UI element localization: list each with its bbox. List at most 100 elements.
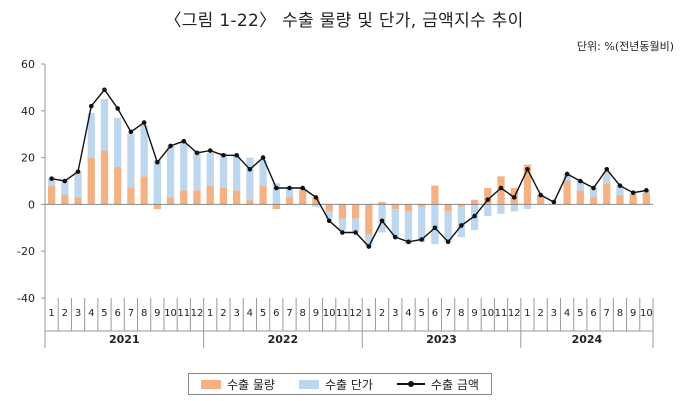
x-tick-label: 5 <box>419 308 425 319</box>
bar-price <box>285 188 294 198</box>
point-value <box>168 143 173 149</box>
x-tick-label: 6 <box>432 308 438 319</box>
point-value <box>630 190 636 195</box>
bar-volume <box>299 190 307 205</box>
bar-volume <box>418 204 426 207</box>
bar-volume <box>444 204 452 212</box>
point-value <box>75 169 81 174</box>
bar-volume <box>193 190 201 205</box>
bar-volume <box>365 204 373 235</box>
bar-volume <box>523 164 532 205</box>
x-tick-label: 8 <box>300 308 306 319</box>
legend-swatch-volume <box>201 379 221 389</box>
point-value <box>432 225 438 231</box>
point-value <box>326 218 332 224</box>
bar-price <box>219 152 228 189</box>
bar-price <box>378 204 386 233</box>
point-value <box>181 138 187 144</box>
bar-volume <box>153 204 161 210</box>
bar-price <box>259 159 267 186</box>
point-value <box>578 178 583 184</box>
point-value <box>498 185 504 191</box>
bar-volume <box>616 195 624 205</box>
x-tick-label: 6 <box>590 308 596 319</box>
x-tick-label: 5 <box>260 308 266 319</box>
point-value <box>234 152 239 158</box>
bar-price <box>484 204 492 217</box>
legend-label-value: 수출 금액 <box>431 377 479 392</box>
x-tick-label: 10 <box>323 308 336 319</box>
bar-price <box>47 178 56 186</box>
chart-title: 〈그림 1-22〉 수출 물량 및 단가, 금액지수 추이 <box>164 11 524 31</box>
year-label: 2024 <box>572 333 603 346</box>
x-tick-label: 8 <box>617 308 623 319</box>
point-value <box>128 129 134 135</box>
unit-label: 단위: %(전년동월비) <box>576 40 674 53</box>
legend-item-price: 수출 단가 <box>299 376 373 393</box>
bar-price <box>246 157 254 200</box>
x-tick-label: 1 <box>207 308 213 319</box>
bar-price <box>351 218 360 233</box>
bar-price <box>140 124 148 177</box>
x-tick-label: 2 <box>220 308 226 319</box>
x-tick-label: 5 <box>577 308 583 319</box>
legend-swatch-price <box>299 379 319 389</box>
chart-legend: 수출 물량 수출 단가 수출 금액 <box>188 373 492 395</box>
legend-swatch-value <box>397 379 425 389</box>
bar-price <box>589 188 598 198</box>
bar-price <box>100 99 109 151</box>
point-value <box>392 234 398 240</box>
bar-volume <box>457 204 465 207</box>
bar-volume <box>100 150 109 205</box>
x-tick-label: 12 <box>508 308 521 319</box>
x-tick-label: 8 <box>458 308 464 319</box>
x-tick-label: 3 <box>75 308 81 319</box>
bar-price <box>523 204 532 210</box>
bar-price <box>180 141 188 191</box>
x-tick-label: 5 <box>101 308 107 319</box>
bar-price <box>153 159 161 205</box>
x-tick-label: 2 <box>379 308 385 319</box>
year-label: 2023 <box>426 333 457 346</box>
bar-price <box>166 145 175 198</box>
bar-volume <box>127 188 135 205</box>
point-value <box>260 155 266 160</box>
x-tick-label: 12 <box>349 308 362 319</box>
x-tick-label: 9 <box>154 308 160 319</box>
bar-volume <box>259 185 267 205</box>
point-value <box>194 150 200 156</box>
point-value <box>511 195 517 200</box>
bar-price <box>576 181 584 191</box>
bar-volume <box>378 202 386 205</box>
y-tick-label: -40 <box>17 292 35 305</box>
point-value <box>525 167 530 172</box>
bar-price <box>206 152 214 186</box>
x-tick-label: 7 <box>445 308 451 319</box>
point-value <box>419 237 424 242</box>
bar-volume <box>219 188 228 205</box>
bar-price <box>431 204 439 245</box>
bar-volume <box>206 185 214 205</box>
bar-price <box>457 206 465 238</box>
bar-volume <box>47 185 56 205</box>
x-tick-label: 10 <box>164 308 177 319</box>
legend-label-volume: 수출 물량 <box>227 377 275 392</box>
bar-volume <box>391 204 399 210</box>
bar-volume <box>537 195 545 205</box>
point-value <box>313 195 319 200</box>
x-tick-label: 7 <box>604 308 610 319</box>
legend-item-volume: 수출 물량 <box>201 376 275 393</box>
bar-price <box>338 218 347 231</box>
bar-price <box>510 204 518 212</box>
x-tick-label: 6 <box>115 308 121 319</box>
bar-volume <box>246 199 254 205</box>
bar-price <box>444 211 452 242</box>
legend-label-price: 수출 단가 <box>325 377 373 392</box>
point-value <box>274 185 279 191</box>
point-value <box>102 87 107 93</box>
bar-volume <box>312 197 320 205</box>
bar-volume <box>272 204 280 210</box>
bar-volume <box>576 190 584 205</box>
bar-volume <box>114 166 122 205</box>
x-tick-label: 8 <box>141 308 147 319</box>
